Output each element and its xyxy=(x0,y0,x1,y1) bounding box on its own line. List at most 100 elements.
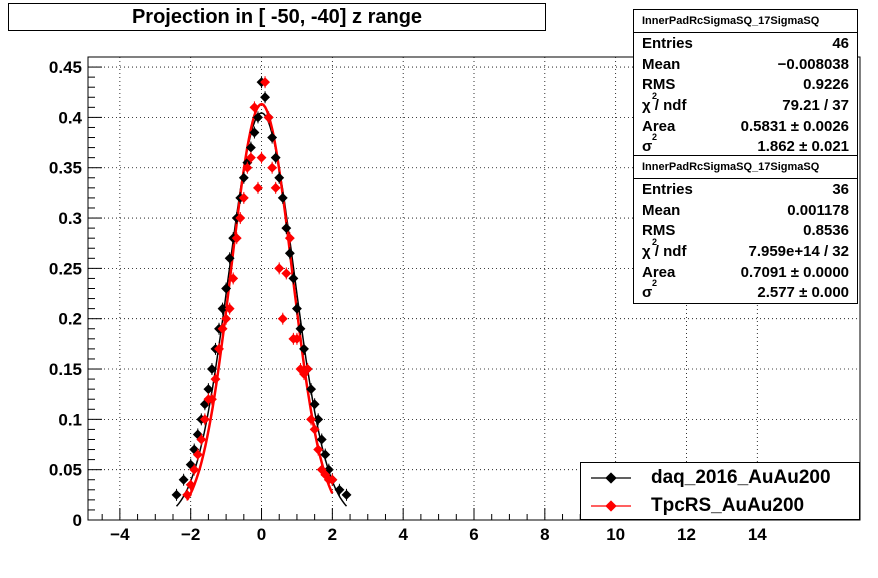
stats-label: Area xyxy=(642,263,676,281)
stats-value: 46 xyxy=(832,34,849,52)
data-point-daq xyxy=(221,283,232,294)
data-point-daq xyxy=(245,142,256,153)
chart-title: Projection in [ -50, -40] z range xyxy=(8,3,546,31)
y-tick-label: 0.25 xyxy=(49,259,82,278)
x-tick-label: 12 xyxy=(677,525,696,544)
stats-box-title: InnerPadRcSigmaSQ_17SigmaSQ xyxy=(634,156,857,179)
data-point-tpcrs xyxy=(313,444,324,455)
data-point-daq xyxy=(291,303,302,314)
data-point-tpcrs xyxy=(231,233,242,244)
x-tick-label: 6 xyxy=(469,525,478,544)
data-point-tpcrs xyxy=(224,303,235,314)
data-point-tpcrs xyxy=(185,479,196,490)
data-point-tpcrs xyxy=(199,414,210,425)
stats-value: 7.959e+14 / 32 xyxy=(748,242,849,260)
stats-value: 0.7091 ± 0.0000 xyxy=(740,263,849,281)
legend-label: TpcRS_AuAu200 xyxy=(651,495,805,516)
x-tick-label: 4 xyxy=(398,525,408,544)
data-point-daq xyxy=(299,343,309,354)
data-point-tpcrs xyxy=(306,414,317,425)
data-points xyxy=(171,76,352,501)
stats-row-entries: Entries 46 xyxy=(634,33,857,54)
data-point-tpcrs xyxy=(249,102,260,113)
stats-label-sup: 2 xyxy=(652,278,658,289)
stats-label: Entries xyxy=(642,34,693,52)
stats-label-tail: / ndf xyxy=(650,242,687,260)
y-tick-label: 0.15 xyxy=(49,360,82,379)
data-point-daq xyxy=(306,384,317,395)
data-point-daq xyxy=(178,474,189,485)
legend-label: daq_2016_AuAu200 xyxy=(651,467,831,488)
data-point-daq xyxy=(313,414,324,425)
legend-item-daq: daq_2016_AuAu200 xyxy=(581,464,861,492)
stats-value: 36 xyxy=(832,180,849,198)
stats-row-area: Area 0.5831 ± 0.0026 xyxy=(634,116,857,137)
stats-value: 1.862 ± 0.021 xyxy=(757,138,849,156)
stats-value: 0.8536 xyxy=(803,222,849,240)
x-tick-label: 2 xyxy=(328,525,337,544)
stats-label: Entries xyxy=(642,180,693,198)
data-point-daq xyxy=(309,399,320,410)
data-point-tpcrs xyxy=(192,449,203,460)
stats-box-tpcrs: InnerPadRcSigmaSQ_17SigmaSQ Entries 36 M… xyxy=(633,155,858,305)
stats-value: 0.001178 xyxy=(787,201,849,219)
y-tick-label: 0.3 xyxy=(58,209,82,228)
y-tick-label: 0.1 xyxy=(58,410,82,429)
data-point-tpcrs xyxy=(284,233,295,244)
stats-label: RMS xyxy=(642,76,676,94)
data-point-daq xyxy=(206,364,217,374)
y-tick-label: 0.35 xyxy=(49,159,82,178)
data-point-daq xyxy=(249,127,260,138)
data-point-daq xyxy=(238,172,249,183)
stats-box-daq: InnerPadRcSigmaSQ_17SigmaSQ Entries 46 M… xyxy=(633,9,858,159)
data-point-tpcrs xyxy=(291,333,302,344)
data-point-tpcrs xyxy=(309,424,320,435)
data-point-tpcrs xyxy=(267,162,278,173)
data-point-tpcrs xyxy=(196,434,207,445)
data-point-tpcrs xyxy=(253,182,263,193)
stats-label: χ xyxy=(642,96,651,114)
data-point-daq xyxy=(288,273,299,284)
data-point-daq xyxy=(270,152,281,163)
stats-label-sup: 2 xyxy=(652,132,658,143)
fit-curve-1 xyxy=(186,102,334,501)
data-point-daq xyxy=(203,384,214,395)
y-tick-label: 0.4 xyxy=(58,108,82,127)
data-point-tpcrs xyxy=(228,273,239,284)
data-point-daq xyxy=(171,489,182,500)
stats-value: 0.9226 xyxy=(803,76,849,94)
data-point-tpcrs xyxy=(242,162,253,173)
data-point-daq xyxy=(277,192,288,203)
stats-value: 2.577 ± 0.000 xyxy=(757,284,849,302)
data-point-tpcrs xyxy=(256,152,267,163)
stats-row-entries: Entries 36 xyxy=(634,179,857,200)
data-point-tpcrs xyxy=(281,268,292,279)
data-point-tpcrs xyxy=(238,192,249,203)
data-point-tpcrs xyxy=(245,152,256,163)
data-point-daq xyxy=(281,223,292,234)
data-point-tpcrs xyxy=(189,464,200,475)
y-tick-label: 0 xyxy=(73,511,82,530)
x-tick-label: 10 xyxy=(606,525,625,544)
data-point-tpcrs xyxy=(182,489,193,500)
stats-label: σ xyxy=(642,138,653,156)
stats-label: Area xyxy=(642,117,676,135)
data-point-daq xyxy=(334,484,345,495)
stats-label: σ xyxy=(642,284,653,302)
stats-row-rms: RMS 0.8536 xyxy=(634,220,857,241)
data-point-tpcrs xyxy=(263,112,274,123)
stats-label: Mean xyxy=(642,201,681,219)
data-point-tpcrs xyxy=(235,213,246,223)
x-tick-label: 14 xyxy=(748,525,767,544)
stats-label-sup: 2 xyxy=(652,236,658,247)
data-point-tpcrs xyxy=(221,313,232,324)
legend-marker-daq xyxy=(591,472,631,484)
x-tick-label: 8 xyxy=(540,525,549,544)
